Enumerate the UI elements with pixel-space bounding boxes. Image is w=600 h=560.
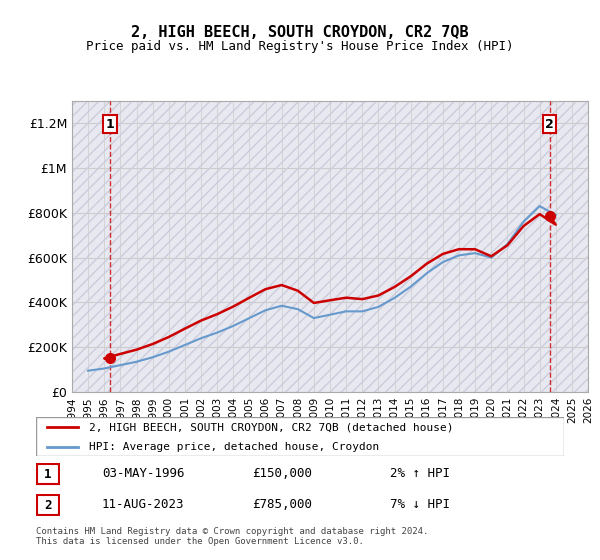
Text: 7% ↓ HPI: 7% ↓ HPI	[390, 497, 450, 511]
Text: Price paid vs. HM Land Registry's House Price Index (HPI): Price paid vs. HM Land Registry's House …	[86, 40, 514, 53]
FancyBboxPatch shape	[37, 495, 59, 515]
Text: 11-AUG-2023: 11-AUG-2023	[102, 497, 185, 511]
FancyBboxPatch shape	[36, 417, 564, 456]
Text: 2: 2	[44, 498, 52, 512]
Text: 03-MAY-1996: 03-MAY-1996	[102, 466, 185, 480]
Text: 2, HIGH BEECH, SOUTH CROYDON, CR2 7QB (detached house): 2, HIGH BEECH, SOUTH CROYDON, CR2 7QB (d…	[89, 422, 454, 432]
Text: 2% ↑ HPI: 2% ↑ HPI	[390, 466, 450, 480]
Text: 2: 2	[545, 118, 554, 130]
Text: 1: 1	[44, 468, 52, 481]
Text: Contains HM Land Registry data © Crown copyright and database right 2024.
This d: Contains HM Land Registry data © Crown c…	[36, 526, 428, 546]
Text: HPI: Average price, detached house, Croydon: HPI: Average price, detached house, Croy…	[89, 442, 379, 451]
Text: 2, HIGH BEECH, SOUTH CROYDON, CR2 7QB: 2, HIGH BEECH, SOUTH CROYDON, CR2 7QB	[131, 25, 469, 40]
FancyBboxPatch shape	[37, 464, 59, 484]
Text: £785,000: £785,000	[252, 497, 312, 511]
Text: £150,000: £150,000	[252, 466, 312, 480]
Text: 1: 1	[106, 118, 115, 130]
